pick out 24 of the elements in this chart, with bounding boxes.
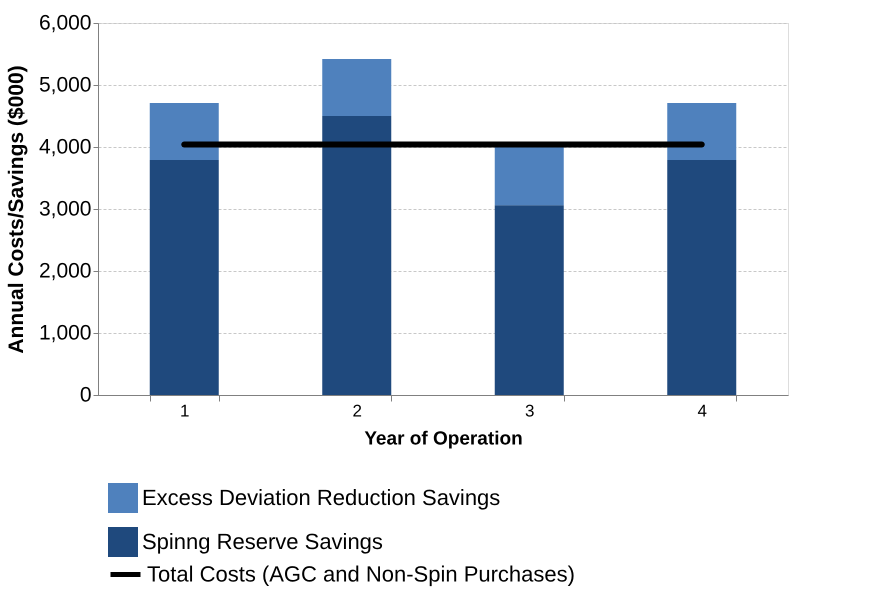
legend-label: Total Costs (AGC and Non-Spin Purchases) <box>147 562 575 586</box>
x-tick-label: 3 <box>525 402 534 420</box>
bar <box>667 102 736 160</box>
bar <box>322 116 392 395</box>
bar <box>150 160 219 395</box>
x-axis-title: Year of Operation <box>364 428 523 450</box>
y-tick-label: 4,000 <box>38 136 92 158</box>
legend-label: Excess Deviation Reduction Savings <box>142 485 500 510</box>
bar <box>667 160 736 395</box>
bar <box>494 205 564 395</box>
x-tick-label: 4 <box>698 402 707 420</box>
x-tick-label: 1 <box>180 402 190 420</box>
bar <box>150 102 219 160</box>
bar <box>322 58 392 116</box>
legend-label: Spinng Reserve Savings <box>142 529 383 554</box>
y-tick-label: 0 <box>80 384 92 406</box>
y-tick-label: 2,000 <box>38 260 92 282</box>
y-tick-label: 3,000 <box>38 198 92 220</box>
y-tick-label: 1,000 <box>38 322 92 344</box>
y-tick-label: 5,000 <box>38 74 92 96</box>
y-tick-label: 6,000 <box>38 12 92 34</box>
bar <box>494 147 564 206</box>
x-tick-label: 2 <box>352 402 362 420</box>
y-axis-title: Annual Costs/Savings ($000) <box>4 65 28 354</box>
